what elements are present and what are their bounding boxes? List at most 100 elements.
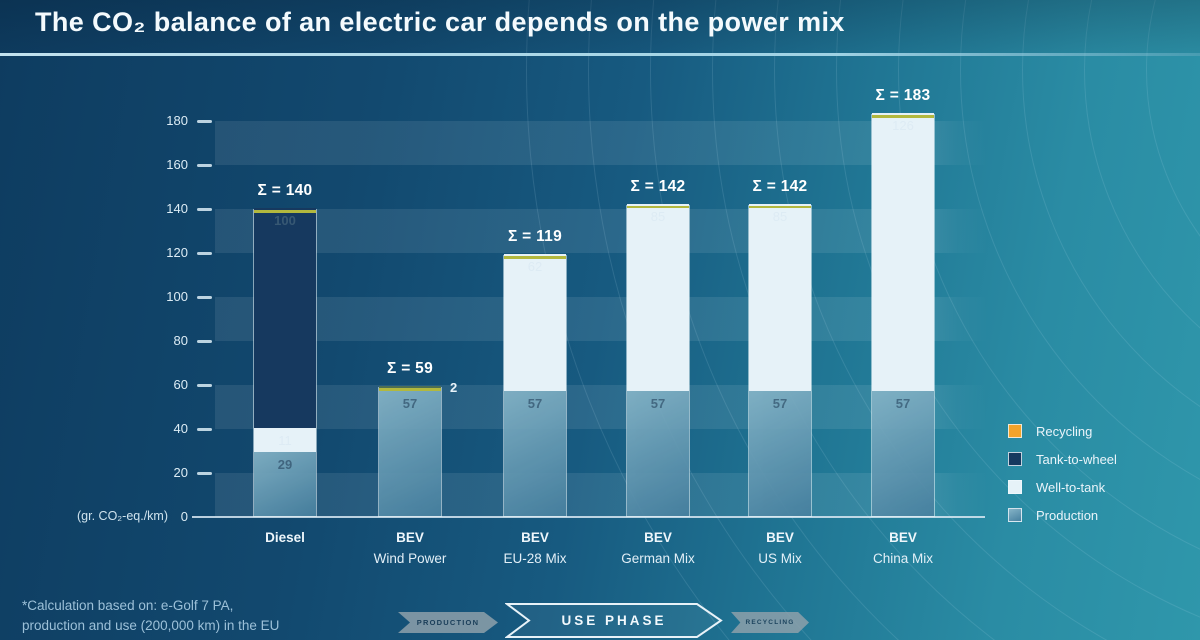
legend-label: Tank-to-wheel xyxy=(1036,452,1117,467)
y-axis-tick-mark xyxy=(197,339,212,343)
bar-bev-us-mix: 57 85 xyxy=(748,203,812,517)
legend-label: Production xyxy=(1036,508,1099,523)
y-axis-tick-label: 60 xyxy=(173,377,188,392)
y-axis-tick-label: 80 xyxy=(173,333,188,348)
background-stripe xyxy=(215,297,988,341)
flow-step-production: PRODUCTION xyxy=(398,612,498,633)
category-label-line1: BEV xyxy=(766,530,794,545)
y-axis-tick-mark xyxy=(197,163,212,167)
segment-value-label: 62 xyxy=(527,259,543,275)
segment-value-label: 57 xyxy=(527,395,543,411)
segment-value-label: 57 xyxy=(895,395,911,411)
segment-value-label: 57 xyxy=(402,395,418,411)
bar-sum-label: Σ = 119 xyxy=(507,228,563,246)
y-axis-tick-label: 180 xyxy=(166,113,188,128)
y-axis-tick-mark xyxy=(197,207,212,211)
background-stripe xyxy=(215,209,988,253)
bar-segment-production: 57 xyxy=(504,390,566,516)
flow-step-production-label: PRODUCTION xyxy=(416,618,480,627)
segment-value-label: 29 xyxy=(277,457,293,473)
category-label-line1: BEV xyxy=(396,530,424,545)
x-axis-baseline xyxy=(192,516,985,518)
flow-step-recycling-label: RECYCLING xyxy=(745,619,795,626)
category-label-line2: China Mix xyxy=(872,551,934,566)
legend-swatch-production xyxy=(1008,508,1022,522)
bar-sum-label: Σ = 59 xyxy=(386,360,433,378)
bar-bev-wind-power: 57 xyxy=(378,386,442,517)
segment-value-label: 57 xyxy=(650,395,666,411)
segment-value-label: 85 xyxy=(650,208,666,224)
y-axis-tick-mark xyxy=(197,295,212,299)
legend-swatch-recycling xyxy=(1008,424,1022,438)
bar-segment-tank-to-wheel: 100 xyxy=(254,208,316,428)
y-axis-unit-label: (gr. CO₂-eq./km) xyxy=(77,509,168,523)
category-label-line1: Diesel xyxy=(265,530,305,545)
bar-segment-well-to-tank: 62 xyxy=(504,254,566,391)
bar-segment-production: 57 xyxy=(379,390,441,516)
bar-segment-well-to-tank: 11 xyxy=(254,428,316,453)
bar-segment-well-to-tank: 85 xyxy=(627,203,689,391)
category-label-line1: BEV xyxy=(521,530,549,545)
bar-sum-label: Σ = 142 xyxy=(630,177,686,195)
segment-value-label: 11 xyxy=(278,433,292,449)
bar-recycling-top-strip xyxy=(627,205,689,209)
y-axis-tick-label: 20 xyxy=(173,465,188,480)
y-axis-tick-mark xyxy=(197,383,212,387)
legend-label: Recycling xyxy=(1036,424,1093,439)
bar-recycling-top-strip xyxy=(504,256,566,259)
bar-bev-german-mix: 57 85 xyxy=(626,203,690,517)
y-axis-tick-label: 140 xyxy=(166,201,188,216)
y-axis-tick-mark xyxy=(197,427,212,431)
footnote-line-2: production and use (200,000 km) in the E… xyxy=(22,618,280,633)
flow-step-use-phase: USE PHASE xyxy=(504,602,723,639)
bar-recycling-top-strip xyxy=(749,205,811,209)
background-stripe xyxy=(215,121,988,165)
bar-segment-well-to-tank: 85 xyxy=(749,203,811,391)
bar-segment-production: 57 xyxy=(627,390,689,516)
footnote: *Calculation based on: e-Golf 7 PA, prod… xyxy=(22,596,279,636)
category-label-line2: US Mix xyxy=(758,551,802,566)
category-label-line2: EU-28 Mix xyxy=(503,551,567,566)
title-underline xyxy=(0,53,1200,56)
bar-sum-label: Σ = 183 xyxy=(875,87,931,105)
bar-segment-production: 57 xyxy=(872,390,934,516)
category-label-line1: BEV xyxy=(889,530,917,545)
y-axis-tick-label: 120 xyxy=(166,245,188,260)
y-axis-tick-label: 100 xyxy=(166,289,188,304)
category-label-line2: German Mix xyxy=(621,551,695,566)
title-bar: The CO₂ balance of an electric car depen… xyxy=(0,0,1200,56)
bar-segment-production: 29 xyxy=(254,452,316,516)
segment-value-label: 126 xyxy=(892,118,914,134)
footnote-line-1: *Calculation based on: e-Golf 7 PA, xyxy=(22,598,234,613)
bar-segment-well-to-tank: 126 xyxy=(872,113,934,391)
bar-recycling-top-strip xyxy=(254,210,316,213)
category-label-line1: BEV xyxy=(644,530,672,545)
bar-diesel: 29 11 100 xyxy=(253,208,317,517)
segment-value-label: 57 xyxy=(772,395,788,411)
y-axis-tick-mark xyxy=(197,251,212,255)
flow-step-recycling: RECYCLING xyxy=(731,612,809,633)
segment-value-label: 85 xyxy=(772,208,788,224)
segment-value-label-outside: 2 xyxy=(450,380,458,396)
bar-segment-production: 57 xyxy=(749,390,811,516)
legend-label: Well-to-tank xyxy=(1036,480,1106,495)
y-axis-tick-mark xyxy=(197,471,212,475)
segment-value-label: 100 xyxy=(274,213,296,228)
bar-bev-china-mix: 57 126 xyxy=(871,113,935,517)
y-axis-tick-label: 40 xyxy=(173,421,188,436)
y-axis-tick-label: 160 xyxy=(166,157,188,172)
bar-recycling-top-strip xyxy=(379,388,441,391)
background-stripe xyxy=(215,385,988,429)
use-phase-arrow-outline-icon xyxy=(504,603,723,638)
bar-bev-eu-28-mix: 57 62 xyxy=(503,254,567,517)
background-stripe xyxy=(215,473,988,517)
legend-swatch-well-to-tank xyxy=(1008,480,1022,494)
y-axis-tick-mark xyxy=(197,119,212,123)
legend-swatch-tank-to-wheel xyxy=(1008,452,1022,466)
flow-step-use-phase-label: USE PHASE xyxy=(561,613,667,628)
category-label-line2: Wind Power xyxy=(373,551,447,566)
y-axis-tick-label: 0 xyxy=(180,509,188,524)
bar-recycling-top-strip xyxy=(872,115,934,118)
